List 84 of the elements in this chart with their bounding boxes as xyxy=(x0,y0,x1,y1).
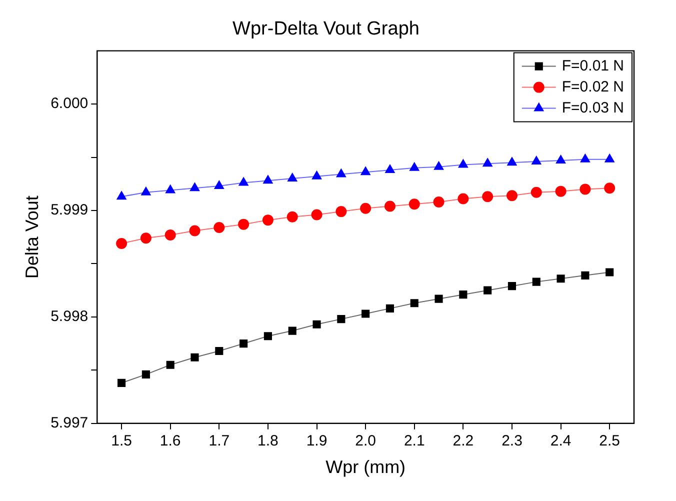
point xyxy=(240,340,248,348)
point xyxy=(580,154,590,162)
point xyxy=(142,370,150,378)
x-tick-label: 1.6 xyxy=(160,432,181,450)
y-axis-title: Delta Vout xyxy=(22,196,42,279)
x-tick-label: 2.2 xyxy=(452,432,474,450)
y-tick-label: 5.999 xyxy=(50,202,88,219)
point xyxy=(118,378,126,387)
point xyxy=(433,196,444,208)
point xyxy=(532,156,542,165)
chart-title: Wpr-Delta Vout Graph xyxy=(232,18,420,40)
point xyxy=(336,206,347,218)
x-axis-title: Wpr (mm) xyxy=(326,457,406,478)
point xyxy=(386,304,394,312)
point xyxy=(286,211,298,222)
point xyxy=(312,170,322,180)
point xyxy=(238,218,250,230)
point xyxy=(362,310,370,318)
x-tick-label: 2.1 xyxy=(404,432,425,450)
x-tick-label: 2.3 xyxy=(502,432,522,450)
point xyxy=(410,299,418,308)
point xyxy=(166,360,174,369)
point xyxy=(604,154,614,162)
point xyxy=(385,164,395,174)
point xyxy=(238,177,248,186)
x-tick-label: 1.7 xyxy=(208,432,230,450)
point xyxy=(141,186,151,196)
point xyxy=(556,274,565,283)
point xyxy=(606,268,614,276)
point xyxy=(555,186,566,197)
x-tick-label: 2.0 xyxy=(355,432,376,450)
y-tick-label: 5.997 xyxy=(50,414,88,432)
x-tick-label: 2.4 xyxy=(550,432,572,450)
point xyxy=(190,182,200,192)
point xyxy=(434,294,443,303)
point xyxy=(311,209,322,220)
point xyxy=(312,320,321,328)
x-tick-label: 1.8 xyxy=(258,432,278,450)
x-tick-label: 1.9 xyxy=(306,432,328,450)
point xyxy=(336,168,346,178)
point xyxy=(604,182,616,194)
point xyxy=(360,202,372,214)
point xyxy=(458,159,468,168)
point xyxy=(215,346,224,356)
point xyxy=(484,286,492,294)
point xyxy=(581,271,590,280)
point xyxy=(482,158,492,167)
x-tick-label: 1.5 xyxy=(111,432,132,450)
y-tick-label: 6.000 xyxy=(50,95,88,112)
point xyxy=(337,315,346,324)
point xyxy=(458,193,469,204)
point xyxy=(532,278,540,286)
point xyxy=(116,238,128,249)
legend-label: F=0.01 N xyxy=(562,57,624,74)
point xyxy=(408,198,420,210)
legend-label: F=0.03 N xyxy=(562,99,624,116)
point xyxy=(360,166,370,176)
point xyxy=(482,191,494,202)
point xyxy=(140,232,152,244)
legend-label: F=0.02 N xyxy=(562,78,624,96)
point xyxy=(214,180,224,189)
point xyxy=(556,154,566,164)
point xyxy=(263,175,273,184)
point xyxy=(189,225,200,236)
point xyxy=(116,191,126,200)
point xyxy=(264,332,272,340)
point xyxy=(507,157,517,166)
point xyxy=(459,290,468,299)
point xyxy=(288,173,298,182)
point xyxy=(434,161,444,170)
point xyxy=(580,184,591,195)
point xyxy=(262,214,274,226)
point xyxy=(530,186,542,198)
x-tick-label: 2.5 xyxy=(599,432,620,450)
point xyxy=(164,229,176,240)
y-tick-label: 5.998 xyxy=(50,308,88,326)
point xyxy=(384,200,396,212)
point xyxy=(288,326,296,335)
point xyxy=(166,184,176,194)
point xyxy=(190,353,199,362)
point xyxy=(214,222,225,234)
point xyxy=(508,282,516,290)
point xyxy=(410,162,420,171)
point xyxy=(506,190,518,202)
